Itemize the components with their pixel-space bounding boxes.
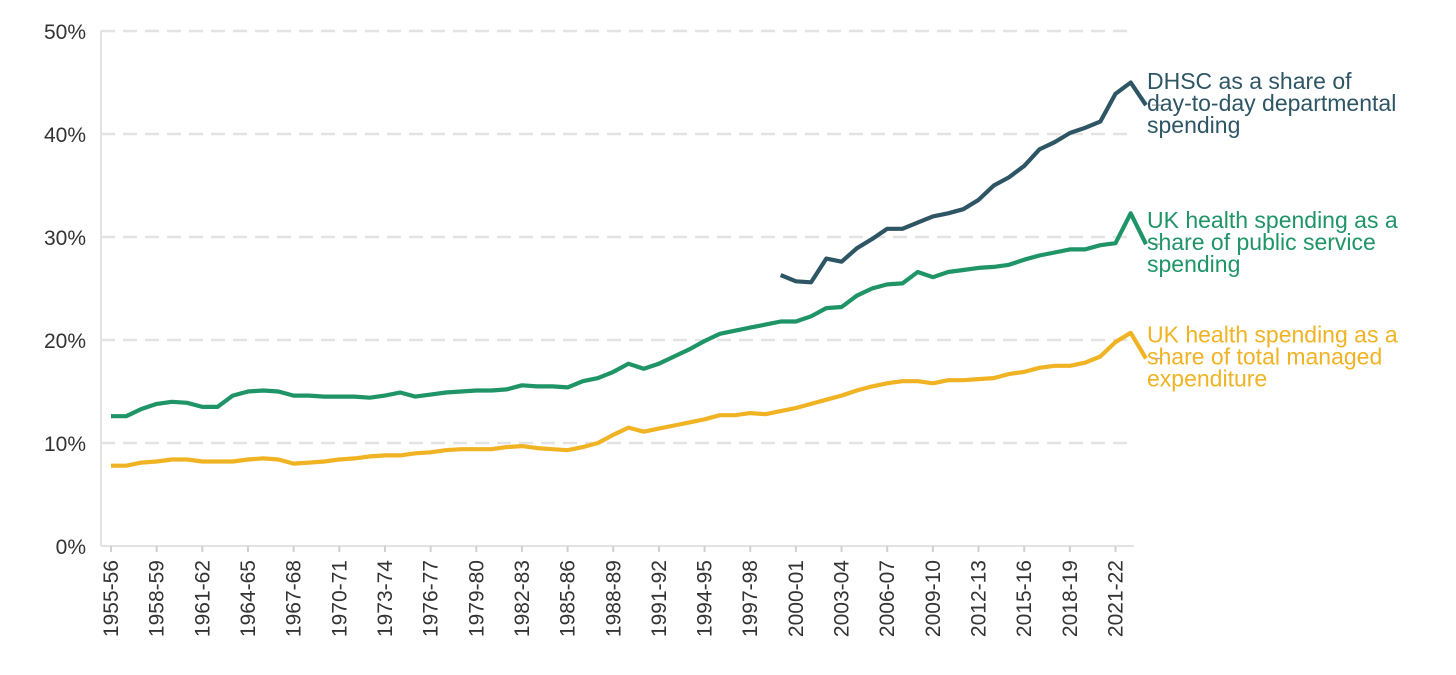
x-tick-label: 1979-80: [465, 560, 488, 637]
series-line: [779, 80, 1148, 285]
y-tick-label: 50%: [44, 21, 86, 44]
series-label: UK health spending as a: [1147, 322, 1398, 348]
x-tick-label: 1955-56: [100, 560, 123, 637]
x-tick-label: 1958-59: [146, 560, 169, 637]
x-tick-label: 1991-92: [648, 560, 671, 637]
x-tick-label: 1994-95: [694, 560, 717, 637]
x-tick-label: 1967-68: [283, 560, 306, 637]
x-tick-label: 2012-13: [968, 560, 991, 637]
x-tick-label: 1985-86: [557, 560, 580, 637]
x-axis-ticks: 1955-56 1958-59 1961-62 1964-65 1967-68 1970-…: [100, 546, 1128, 637]
series-label: DHSC as a share of: [1147, 68, 1352, 94]
series-lines: [111, 80, 1148, 468]
series-label: spending: [1147, 112, 1240, 138]
x-tick-label: 2000-01: [785, 560, 808, 637]
series-line: [111, 211, 1148, 419]
x-tick-label: 2003-04: [831, 560, 854, 637]
x-tick-label: 1964-65: [237, 560, 260, 637]
series-line: [111, 330, 1148, 468]
series-label: expenditure: [1147, 366, 1267, 392]
series-label: UK health spending as a: [1147, 207, 1398, 233]
y-tick-label: 40%: [44, 124, 86, 147]
x-tick-label: 1970-71: [328, 560, 351, 637]
series-label: spending: [1147, 251, 1240, 277]
x-tick-label: 1982-83: [511, 560, 534, 637]
x-tick-label: 1961-62: [191, 560, 214, 637]
axes: [100, 31, 1134, 547]
y-tick-label: 0%: [56, 536, 86, 559]
gridlines: [101, 29, 1134, 445]
x-tick-label: 1988-89: [602, 560, 625, 637]
y-axis-ticks: 0% 10% 20% 30% 40% 50%: [44, 21, 86, 559]
x-tick-label: 1973-74: [374, 560, 397, 637]
x-tick-label: 2015-16: [1013, 560, 1036, 637]
x-tick-label: 2018-19: [1059, 560, 1082, 637]
y-tick-label: 30%: [44, 227, 86, 250]
x-tick-label: 2021-22: [1105, 560, 1128, 637]
y-tick-label: 10%: [44, 433, 86, 456]
x-tick-label: 1997-98: [739, 560, 762, 637]
series-label: share of public service: [1147, 229, 1376, 255]
y-tick-label: 20%: [44, 330, 86, 353]
x-tick-label: 2009-10: [922, 560, 945, 637]
x-tick-label: 1976-77: [420, 560, 443, 637]
series-label: day-to-day departmental: [1147, 90, 1396, 116]
x-tick-label: 2006-07: [876, 560, 899, 637]
series-label: share of total managed: [1147, 344, 1382, 370]
